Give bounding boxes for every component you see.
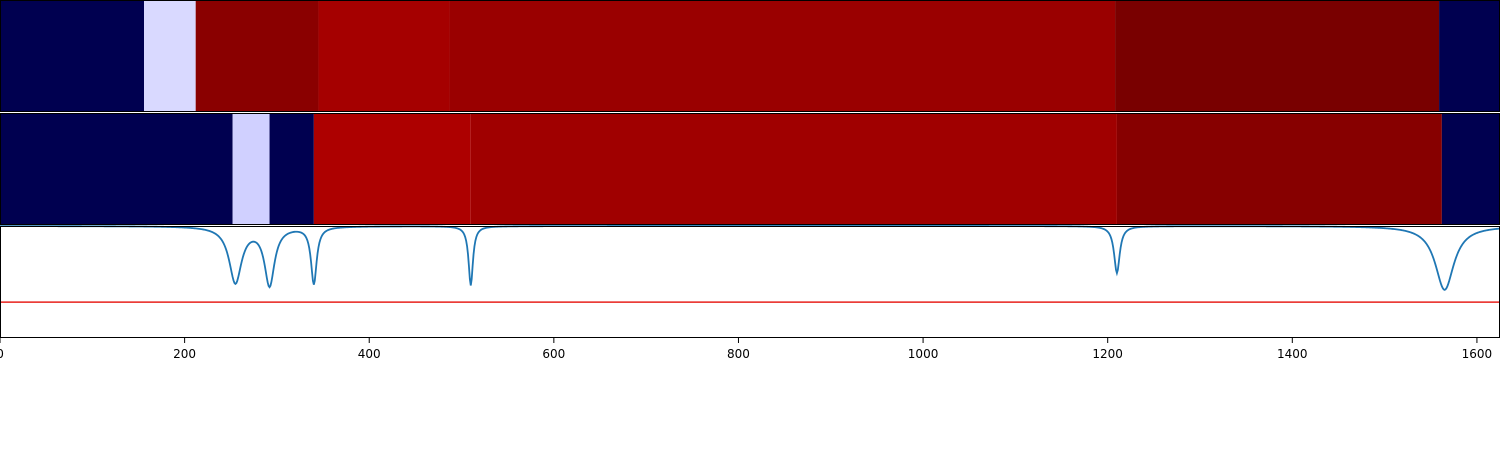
- x-tick-label-400: 400: [358, 347, 381, 361]
- track-2-segment-6: [1117, 113, 1442, 225]
- x-tick-label-0: 0: [0, 347, 4, 361]
- x-tick-label-1600: 1600: [1462, 347, 1493, 361]
- x-tick-label-200: 200: [173, 347, 196, 361]
- signal-panel-background: [0, 226, 1500, 338]
- x-tick-label-800: 800: [727, 347, 750, 361]
- track-1-segment-7: [1439, 0, 1500, 112]
- segment-track-1: [0, 0, 1500, 112]
- x-tick-label-1000: 1000: [908, 347, 939, 361]
- track-2-segment-1: [0, 113, 233, 225]
- x-tick-label-1400: 1400: [1277, 347, 1308, 361]
- x-tick-label-1200: 1200: [1092, 347, 1123, 361]
- x-tick-label-600: 600: [542, 347, 565, 361]
- track-2-segment-5: [471, 113, 1117, 225]
- track-1-segment-2: [144, 0, 196, 112]
- track-2-segment-3: [270, 113, 314, 225]
- track-1-segment-1: [0, 0, 144, 112]
- track-2-segment-2: [233, 113, 270, 225]
- track-2-segment-4: [314, 113, 471, 225]
- track-1-segment-3: [196, 0, 319, 112]
- x-axis: 0 200 400 600 800 1000 1200 1400 1600: [0, 338, 1492, 361]
- track-1-segment-4: [318, 0, 449, 112]
- segment-track-2: [0, 113, 1500, 225]
- track-1-segment-5: [450, 0, 1116, 112]
- track-1-segment-6: [1115, 0, 1439, 112]
- track-2-segment-7: [1442, 113, 1500, 225]
